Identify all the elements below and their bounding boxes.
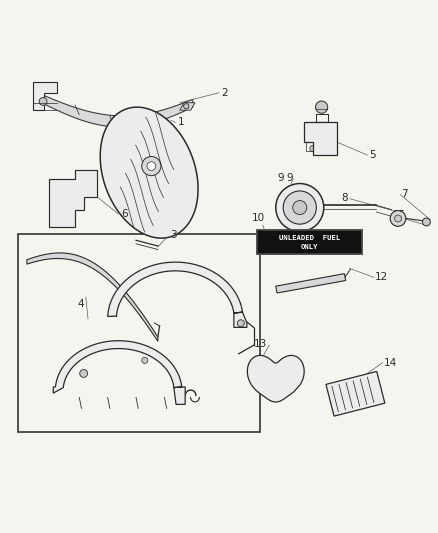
Circle shape: [51, 184, 59, 192]
Polygon shape: [49, 171, 97, 227]
Circle shape: [315, 101, 328, 113]
Text: 5: 5: [370, 150, 376, 160]
Circle shape: [237, 320, 244, 327]
Text: 9: 9: [287, 173, 293, 183]
Circle shape: [276, 183, 324, 231]
Circle shape: [142, 357, 148, 364]
Circle shape: [395, 215, 402, 222]
Text: UNLEADED  FUEL: UNLEADED FUEL: [279, 235, 340, 241]
FancyBboxPatch shape: [258, 230, 362, 254]
Circle shape: [283, 191, 316, 224]
Text: 11: 11: [297, 213, 311, 223]
Text: 2: 2: [221, 88, 228, 98]
Polygon shape: [180, 103, 195, 110]
Text: 9: 9: [278, 173, 285, 183]
Circle shape: [293, 200, 307, 215]
Polygon shape: [53, 341, 185, 405]
Text: 12: 12: [375, 272, 389, 282]
Text: 6: 6: [121, 209, 127, 219]
Circle shape: [184, 103, 189, 109]
Circle shape: [85, 181, 91, 187]
Text: 3: 3: [170, 230, 177, 240]
Polygon shape: [27, 253, 158, 341]
Text: 13: 13: [254, 339, 267, 349]
Polygon shape: [247, 356, 304, 402]
Circle shape: [390, 211, 406, 227]
Text: ONLY: ONLY: [301, 244, 318, 250]
Circle shape: [278, 386, 283, 391]
Circle shape: [142, 157, 161, 176]
Text: 14: 14: [384, 358, 397, 368]
Polygon shape: [35, 92, 193, 127]
Text: 1: 1: [177, 117, 184, 127]
Bar: [18, 234, 261, 432]
Circle shape: [310, 146, 316, 152]
Circle shape: [309, 134, 317, 142]
Polygon shape: [304, 123, 337, 155]
Polygon shape: [57, 197, 73, 219]
Text: 8: 8: [341, 192, 348, 203]
Circle shape: [423, 218, 430, 226]
Text: 4: 4: [77, 298, 84, 309]
Circle shape: [80, 369, 88, 377]
Polygon shape: [33, 82, 57, 110]
Polygon shape: [276, 273, 346, 293]
Text: 7: 7: [401, 189, 408, 199]
Polygon shape: [326, 372, 385, 416]
Circle shape: [39, 98, 47, 106]
Circle shape: [270, 366, 277, 373]
Circle shape: [147, 161, 155, 171]
Text: 10: 10: [252, 213, 265, 223]
Polygon shape: [100, 107, 198, 238]
Text: 15: 15: [392, 210, 406, 220]
Polygon shape: [108, 262, 247, 327]
